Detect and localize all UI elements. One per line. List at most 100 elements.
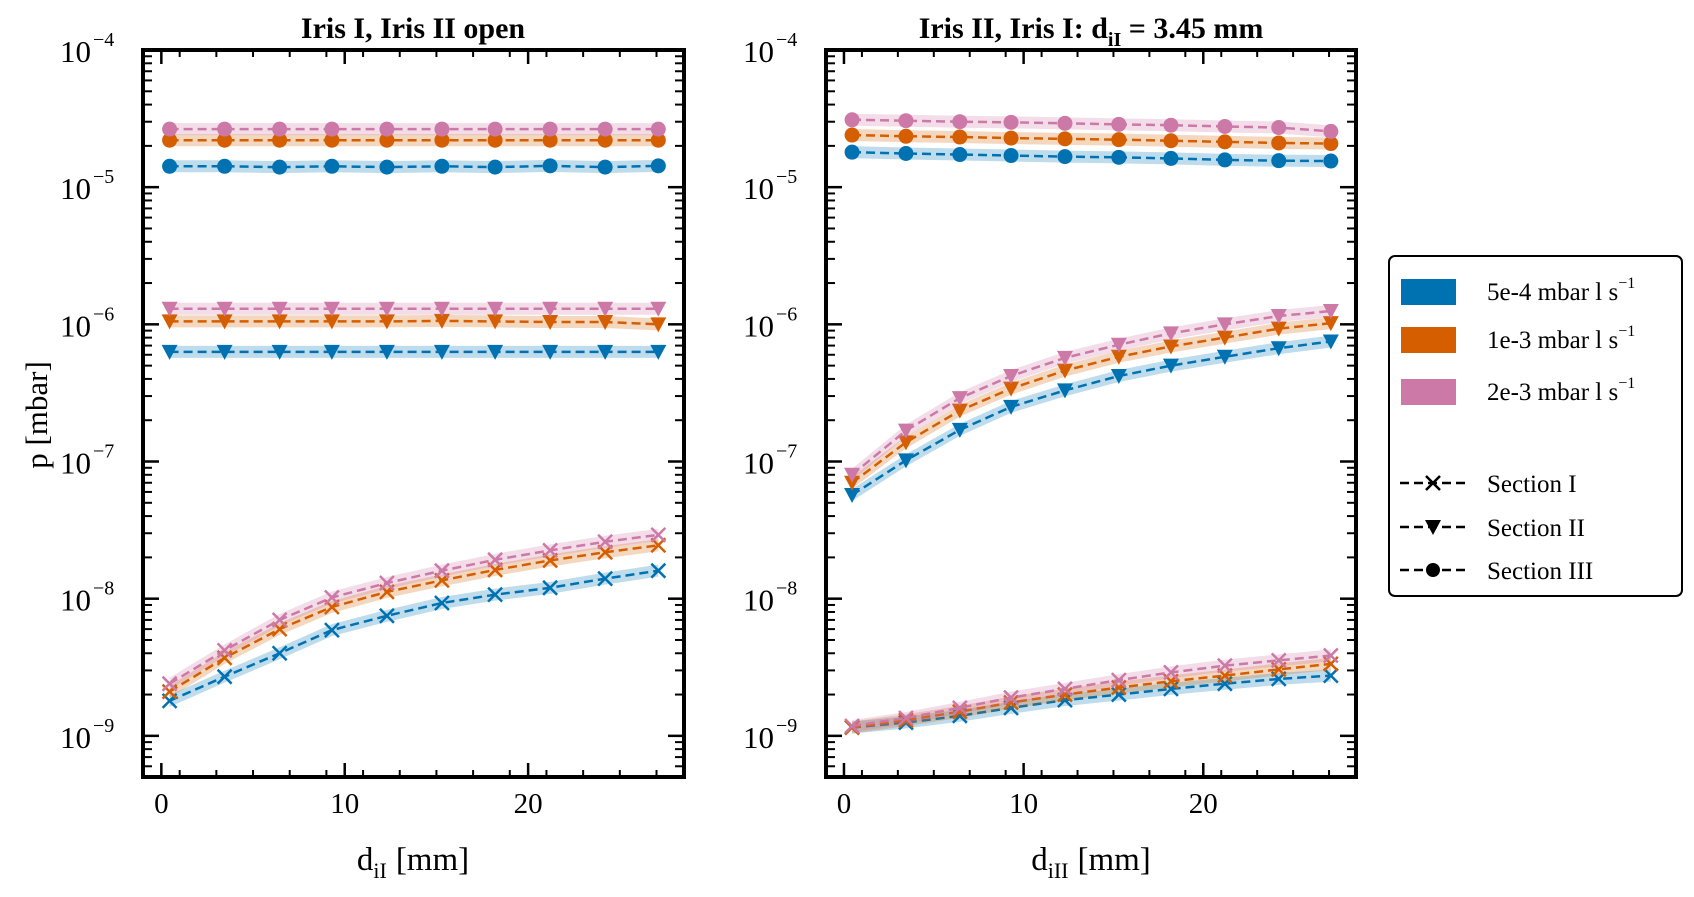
- panel-right-point: [897, 435, 914, 451]
- panel-left-point: [271, 645, 288, 662]
- panel-right-point: [1003, 130, 1019, 146]
- panel-right-series-band: [852, 335, 1331, 501]
- panel-left-series-line: [168, 544, 659, 693]
- panel-left-point: [597, 159, 613, 175]
- panel-right-point: [1322, 304, 1339, 320]
- legend-line-section-2: [1400, 520, 1466, 535]
- legend-label-rate-1-text: 5e-4 mbar l s: [1487, 279, 1618, 306]
- panel-left-plot-area: 10 −910 −810 −710 −610 −510 −40 10 20: [60, 29, 684, 820]
- panel-left-point: [434, 121, 450, 137]
- panel-left-point: [216, 314, 233, 330]
- panel-left-y-tick-label: 10: [60, 308, 91, 343]
- panel-left-x-axis-label-unit: [mm]: [396, 842, 469, 878]
- panel-right-series-line: [851, 662, 1331, 729]
- panel-left-point: [542, 542, 559, 559]
- panel-right-point: [844, 112, 860, 128]
- panel-right-point: [1110, 369, 1127, 385]
- panel-right-point: [1322, 647, 1339, 664]
- panel-right-point: [844, 475, 861, 491]
- panel-left-point: [161, 675, 178, 692]
- legend-label-section-3: Section III: [1487, 558, 1593, 585]
- panel-right-point: [1110, 337, 1127, 353]
- panel-right-series-line: [852, 118, 1331, 133]
- panel-left-y-tick-exponent: −6: [93, 303, 114, 325]
- panel-right-point: [1322, 334, 1339, 350]
- panel-left-point: [487, 121, 503, 137]
- panel-right-point: [1270, 309, 1287, 325]
- panel-right-y-tick-label: 10: [743, 446, 774, 481]
- panel-right-series-1: [844, 144, 1339, 169]
- panel-right-x-tick-label: 10: [1009, 788, 1038, 820]
- panel-right-point: [898, 710, 914, 726]
- legend-swatch-rate-2: [1401, 327, 1456, 353]
- panel-left-series-line: [169, 569, 659, 702]
- legend-line-section-1: [1400, 475, 1466, 491]
- panel-left-y-tick-exponent: −9: [93, 715, 114, 737]
- panel-left-y-tick-label: 10: [60, 171, 91, 206]
- panel-left-point: [271, 612, 288, 628]
- x-marker-icon: [1425, 475, 1441, 491]
- panel-right-point: [1217, 152, 1233, 168]
- panel-left-series-1: [162, 158, 666, 175]
- panel-right-plot-area: 10 −910 −810 −710 −610 −510 −40 10 20: [743, 29, 1356, 820]
- panel-right-frame: [824, 48, 1358, 779]
- panel-left-series-band: [169, 564, 659, 707]
- panel-left-point: [324, 132, 340, 148]
- panel-left-series-band: [169, 314, 659, 331]
- panel-right-point: [1110, 672, 1127, 688]
- panel-right-point: [952, 114, 968, 130]
- panel-right-point: [1271, 135, 1287, 151]
- panel-left-point: [324, 121, 340, 137]
- panel-right-series-band: [852, 669, 1331, 734]
- panel-left-series-9: [161, 526, 667, 692]
- legend-line-section-3: [1400, 563, 1466, 577]
- panel-left-y-tick-exponent: −8: [93, 578, 114, 600]
- panel-left-point: [161, 301, 178, 317]
- panel-left-point: [487, 344, 504, 360]
- panel-left-point: [161, 344, 178, 360]
- panel-left-point: [433, 344, 450, 360]
- panel-left-series-4: [161, 344, 667, 360]
- panel-left-y-tick-exponent: −4: [93, 29, 114, 51]
- panel-left-point: [650, 344, 667, 360]
- panel-right-point: [1056, 383, 1073, 399]
- panel-right-series-8: [844, 655, 1339, 736]
- panel-left-point: [650, 526, 667, 543]
- panel-left-point: [487, 132, 503, 148]
- panel-left-point: [542, 344, 559, 360]
- panel-left-point: [378, 301, 395, 317]
- panel-left-series-line: [168, 533, 659, 685]
- panel-right-series-line: [851, 340, 1332, 497]
- panel-left-series-6: [161, 301, 667, 317]
- panel-left-x-axis-label-sub: iI: [373, 858, 386, 883]
- panel-right-title-main: Iris II, Iris I: d: [919, 12, 1109, 45]
- panel-right-series-line: [852, 150, 1331, 163]
- legend: 5e-4 mbar l s−1 1e-3 mbar l s−1 2e-3 mba…: [1388, 255, 1683, 597]
- panel-left-y-tick-label: 10: [60, 583, 91, 618]
- panel-left-point: [650, 132, 666, 148]
- panel-right-point: [1003, 148, 1019, 164]
- panel-left-point: [650, 121, 666, 137]
- panel-right-point: [1271, 153, 1287, 169]
- panel-right-point: [844, 144, 860, 160]
- panel-left-point: [597, 570, 614, 587]
- panel-right-y-tick-exponent: −7: [776, 441, 797, 463]
- legend-label-rate-3-sup: −1: [1618, 375, 1635, 392]
- panel-right-point: [1057, 149, 1073, 165]
- panel-left-point: [650, 562, 667, 579]
- panel-right-point: [1057, 680, 1073, 697]
- panel-right-point: [897, 423, 914, 439]
- panel-right-point: [1323, 123, 1339, 139]
- panel-right-point: [1163, 664, 1179, 681]
- panel-right-series-line: [851, 321, 1331, 484]
- panel-left-y-tick-label: 10: [60, 446, 91, 481]
- panel-left-x-axis-label: diI [mm]: [357, 842, 469, 883]
- panel-left-x-tick-label: 20: [514, 788, 543, 820]
- panel-right-x-tick-label: 20: [1189, 788, 1218, 820]
- panel-right-series-line: [851, 654, 1331, 728]
- panel-right-point: [1110, 349, 1127, 365]
- panel-right-point: [1163, 117, 1179, 133]
- panel-left-point: [379, 159, 395, 175]
- panel-right-y-tick-exponent: −8: [776, 578, 797, 600]
- panel-right-point: [844, 127, 860, 143]
